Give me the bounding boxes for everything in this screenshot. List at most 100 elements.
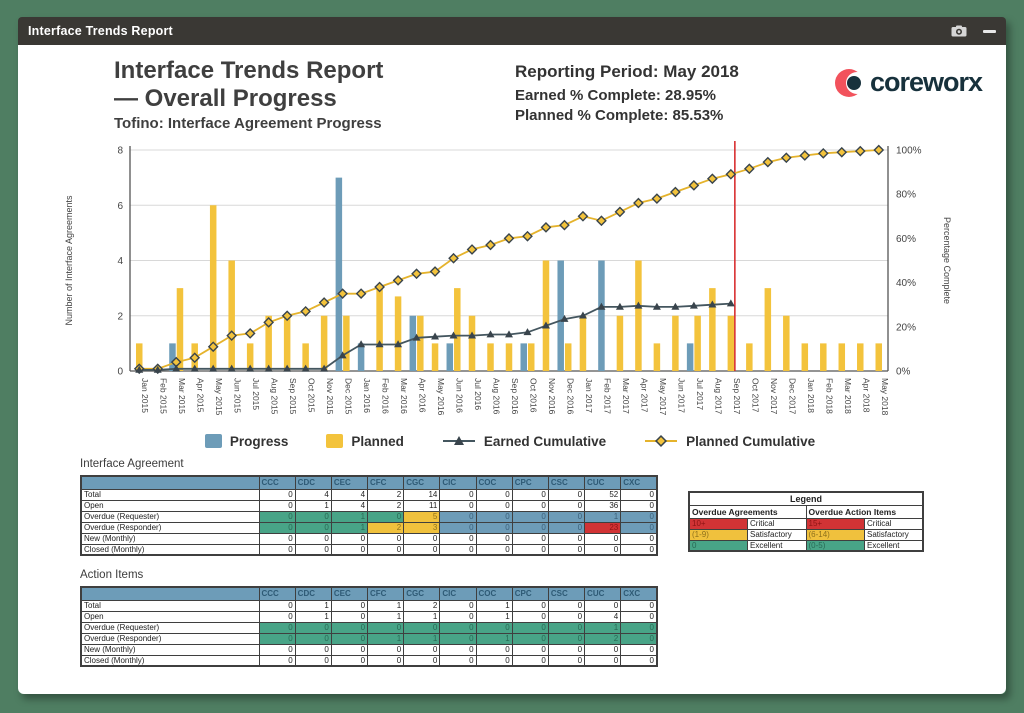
planned-cumulative-marker	[873, 144, 885, 156]
earned-cumulative-marker	[357, 340, 366, 348]
table-cell: 0	[475, 621, 513, 634]
window-titlebar[interactable]: Interface Trends Report	[18, 17, 1006, 45]
table-cell: 0	[547, 521, 586, 534]
table-cell: 0	[547, 532, 586, 545]
x-axis-label: May 2015	[214, 378, 224, 416]
table-corner-cell	[80, 475, 260, 490]
x-axis-label: Jun 2015	[233, 378, 243, 413]
legend-label-cell: Satisfactory	[864, 528, 924, 541]
table-cell: 0	[294, 543, 332, 556]
earned-cumulative-marker	[523, 328, 532, 336]
earned-cumulative-marker	[689, 301, 698, 309]
table-cell: 0	[330, 643, 369, 656]
planned-cumulative-marker	[540, 221, 552, 233]
table-cell: 0	[620, 610, 658, 623]
planned-bar	[875, 343, 883, 371]
row-label: Overdue (Requester)	[80, 510, 260, 523]
table-cell: 0	[584, 654, 622, 667]
right-axis-title: Percentage Complete	[942, 217, 952, 304]
table-cell: 0	[511, 610, 549, 623]
planned-bar	[527, 343, 535, 371]
left-axis-tick: 2	[117, 311, 123, 322]
screenshot-camera-icon[interactable]	[951, 25, 967, 37]
earned-cumulative-marker	[431, 332, 440, 340]
x-axis-label: Jul 2017	[695, 378, 705, 410]
table-cell: 0	[547, 610, 586, 623]
table-cell: 0	[258, 532, 296, 545]
table-cell: 0	[439, 543, 477, 556]
table-cell: 2	[584, 632, 622, 645]
table-cell: 0	[258, 610, 296, 623]
table-cell: 0	[511, 532, 549, 545]
x-axis-label: Jan 2018	[806, 378, 816, 413]
column-header: CIC	[439, 586, 477, 601]
table-cell: 0	[439, 632, 477, 645]
column-header: CDC	[294, 586, 332, 601]
table-cell: 0	[294, 632, 332, 645]
column-header: CEC	[330, 586, 369, 601]
planned-bar	[672, 315, 679, 371]
left-axis-title: Number of Interface Agreements	[64, 195, 74, 326]
planned-bar	[394, 296, 402, 371]
planned-cumulative-marker	[651, 193, 663, 204]
column-header: CPC	[511, 475, 549, 490]
planned-bar	[783, 315, 790, 371]
x-axis-label: Apr 2017	[639, 378, 649, 413]
table-corner-cell	[80, 586, 260, 601]
planned-bar	[505, 343, 513, 371]
table-cell: 0	[475, 521, 513, 534]
column-header: CEC	[330, 475, 369, 490]
table-cell: 1	[330, 510, 369, 523]
table-cell: 0	[294, 510, 332, 523]
earned-cumulative-marker	[301, 364, 310, 372]
table-cell: 0	[584, 643, 622, 656]
planned-cumulative-marker	[337, 288, 348, 300]
table-cell: 0	[330, 610, 369, 623]
row-label: New (Monthly)	[80, 532, 260, 545]
planned-bar	[579, 315, 587, 371]
legend-row: 0 Excellent (0-5) Excellent	[688, 539, 924, 552]
earned-cumulative-marker	[615, 302, 624, 310]
column-header: CFC	[367, 475, 405, 490]
earned-cumulative-marker	[541, 321, 550, 329]
threshold-legend-table: Legend Overdue Agreements Overdue Action I…	[688, 491, 924, 552]
x-axis-label: May 2016	[436, 378, 446, 416]
table-cell: 0	[330, 543, 369, 556]
report-summary: Reporting Period: May 2018 Earned % Comp…	[515, 62, 739, 126]
planned-bar	[746, 343, 753, 371]
table-cell: 1	[584, 510, 622, 523]
table-header-row: CCC CDC CEC CFC CGC CIC COC CPC CSC CUC CXC	[80, 475, 658, 490]
chart-legend-label: Earned Cumulative	[483, 433, 607, 449]
planned-bar	[764, 288, 772, 371]
right-axis-tick: 20%	[896, 322, 916, 333]
table-cell: 0	[439, 599, 477, 612]
planned-line-sample-icon	[645, 434, 678, 448]
table-cell: 0	[258, 521, 296, 534]
legend-range-cell: (1-9)	[688, 528, 748, 541]
column-header: CUC	[584, 475, 622, 490]
table-cell: 0	[330, 621, 369, 634]
earned-cumulative-marker	[264, 364, 273, 372]
x-axis-label: Dec 2017	[787, 378, 797, 415]
column-header: CXC	[620, 586, 658, 601]
right-axis-tick: 80%	[896, 190, 916, 201]
table-row: Overdue (Responder) 0 0 0 1 1 0 1 0 0 2 0	[80, 632, 658, 645]
legend-label-cell: Excellent	[747, 539, 807, 552]
planned-bar	[542, 260, 550, 371]
earned-cumulative-marker	[283, 364, 292, 372]
table-cell: 2	[403, 599, 441, 612]
chart-legend-item: Progress	[204, 434, 288, 449]
row-label: New (Monthly)	[80, 643, 260, 656]
earned-cumulative-marker	[135, 365, 144, 373]
right-axis-tick: 60%	[896, 234, 916, 245]
planned-cumulative-marker	[355, 288, 367, 300]
x-axis-label: Oct 2015	[307, 378, 317, 413]
planned-bar	[454, 288, 461, 371]
minimize-icon[interactable]	[983, 29, 996, 33]
table-cell: 0	[584, 599, 622, 612]
table-cell: 0	[620, 521, 658, 534]
table-cell: 4	[294, 488, 332, 501]
table-cell: 0	[439, 521, 477, 534]
table-row: Overdue (Requester) 0 0 0 0 0 0 0 0 0 1 0	[80, 621, 658, 634]
planned-cumulative-marker	[300, 305, 312, 317]
